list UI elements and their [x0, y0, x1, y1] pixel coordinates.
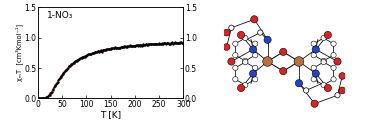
Circle shape: [237, 31, 245, 39]
Circle shape: [223, 44, 230, 50]
X-axis label: T [K]: T [K]: [100, 110, 121, 119]
Circle shape: [253, 77, 258, 82]
Circle shape: [312, 70, 319, 77]
Circle shape: [237, 84, 245, 92]
Circle shape: [311, 100, 318, 107]
Circle shape: [243, 59, 248, 65]
Circle shape: [321, 58, 326, 64]
Circle shape: [295, 80, 302, 87]
Circle shape: [253, 65, 258, 70]
Circle shape: [324, 84, 332, 92]
Circle shape: [339, 73, 345, 79]
Circle shape: [243, 35, 248, 41]
Circle shape: [324, 31, 332, 39]
Circle shape: [311, 65, 316, 70]
Circle shape: [263, 57, 273, 66]
Circle shape: [331, 77, 336, 82]
Circle shape: [280, 68, 287, 75]
Circle shape: [331, 65, 336, 70]
Circle shape: [331, 41, 336, 46]
Circle shape: [335, 93, 340, 98]
Circle shape: [311, 77, 316, 82]
Circle shape: [304, 88, 309, 93]
Circle shape: [321, 35, 326, 41]
Circle shape: [321, 82, 326, 88]
Circle shape: [249, 46, 257, 53]
Circle shape: [233, 65, 238, 70]
Circle shape: [280, 48, 287, 55]
Circle shape: [229, 25, 234, 30]
Circle shape: [253, 41, 258, 46]
Circle shape: [228, 58, 235, 65]
Circle shape: [233, 53, 238, 58]
Circle shape: [243, 82, 248, 88]
Circle shape: [264, 36, 271, 43]
Circle shape: [233, 41, 238, 46]
Circle shape: [258, 30, 263, 35]
Circle shape: [253, 53, 258, 58]
Circle shape: [334, 58, 341, 65]
Circle shape: [249, 70, 257, 77]
Circle shape: [311, 41, 316, 46]
Circle shape: [331, 53, 336, 58]
Circle shape: [294, 57, 304, 66]
Circle shape: [223, 29, 230, 36]
Circle shape: [312, 46, 319, 53]
Circle shape: [339, 87, 345, 94]
Y-axis label: χₘT  [cm³Kmol⁻¹]: χₘT [cm³Kmol⁻¹]: [15, 24, 23, 81]
Circle shape: [321, 59, 326, 65]
Circle shape: [233, 77, 238, 82]
Circle shape: [311, 53, 316, 58]
Circle shape: [251, 16, 258, 23]
Circle shape: [243, 58, 248, 64]
Text: 1-NO₃: 1-NO₃: [46, 11, 73, 20]
